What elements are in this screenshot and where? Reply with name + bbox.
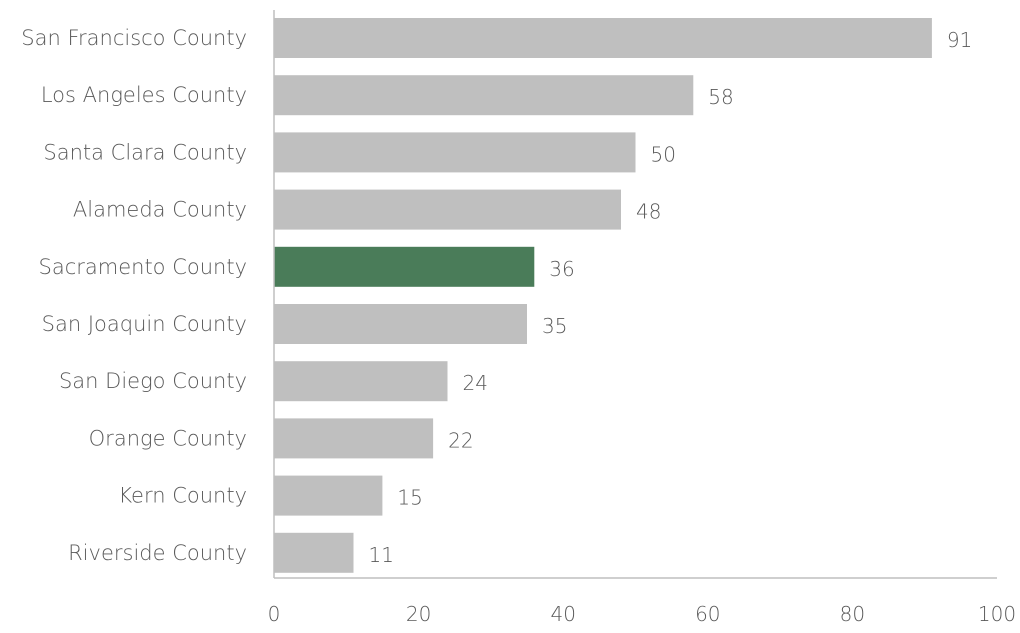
bar-los-angeles-county — [274, 75, 694, 116]
x-tick-label-40: 40 — [550, 602, 575, 626]
category-label-riverside-county: Riverside County — [68, 541, 247, 565]
category-label-kern-county: Kern County — [118, 484, 247, 508]
bar-san-joaquin-county — [274, 304, 527, 344]
x-tick-label-20: 20 — [406, 602, 431, 626]
value-label-san-francisco-county: 91 — [947, 28, 972, 52]
value-label-sacramento-county: 36 — [549, 257, 574, 281]
bar-sacramento-county — [274, 246, 535, 287]
value-label-san-joaquin-county: 35 — [542, 314, 567, 338]
value-label-riverside-county: 11 — [369, 543, 394, 567]
category-label-san-joaquin-county: San Joaquin County — [42, 312, 247, 336]
x-tick-label-80: 80 — [840, 602, 865, 626]
category-label-santa-clara-county: Santa Clara County — [43, 140, 247, 164]
bar-santa-clara-county — [274, 132, 636, 173]
x-tick-label-100: 100 — [978, 602, 1016, 626]
axis-layer: 0 20 40 60 80 100 — [268, 10, 1016, 626]
category-label-san-francisco-county: San Francisco County — [21, 26, 247, 50]
value-label-alameda-county: 48 — [636, 200, 661, 224]
value-label-santa-clara-county: 50 — [651, 142, 676, 166]
x-tick-label-0: 0 — [268, 602, 281, 626]
bar-riverside-county — [274, 532, 354, 573]
value-label-orange-county: 22 — [448, 428, 473, 452]
category-label-orange-county: Orange County — [89, 426, 247, 450]
category-label-los-angeles-county: Los Angeles County — [41, 83, 247, 107]
category-label-sacramento-county: Sacramento County — [39, 255, 247, 279]
bar-alameda-county — [274, 189, 621, 230]
value-label-san-diego-county: 24 — [463, 371, 488, 395]
category-label-san-diego-county: San Diego County — [59, 369, 247, 393]
x-tick-label-60: 60 — [695, 602, 720, 626]
category-label-alameda-county: Alameda County — [73, 198, 247, 222]
bar-kern-county — [274, 475, 383, 516]
bar-san-francisco-county — [274, 18, 932, 58]
bars-layer — [274, 18, 932, 573]
value-label-kern-county: 15 — [397, 486, 422, 510]
value-label-los-angeles-county: 58 — [708, 85, 733, 109]
bar-orange-county — [274, 418, 434, 459]
labels-layer: San Francisco County 91 Los Angeles County… — [21, 26, 972, 567]
bar-san-diego-county — [274, 361, 448, 402]
